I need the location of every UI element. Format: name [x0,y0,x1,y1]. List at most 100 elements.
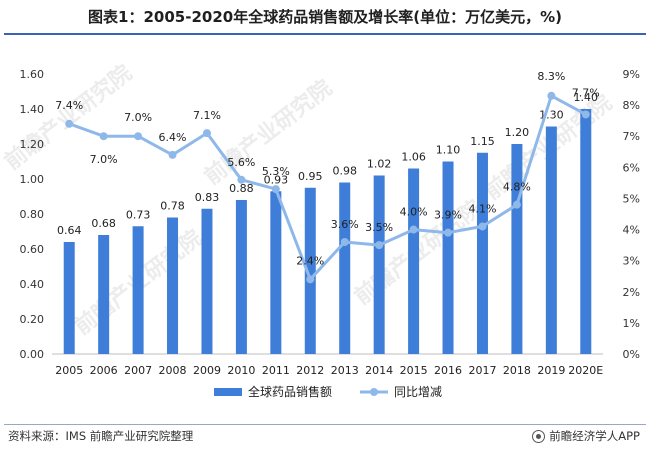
legend-label-line: 同比增减 [394,385,442,399]
bar [580,109,592,354]
x-axis-tick-label: 2017 [468,364,496,377]
x-axis-tick-label: 2014 [365,364,393,377]
growth-point [340,238,349,246]
bar [545,126,557,354]
growth-data-label: 7.4% [55,99,83,112]
growth-point [375,241,384,250]
growth-data-label: 4.8% [503,181,531,194]
bar-data-label: 1.15 [470,135,495,148]
growth-point [237,175,246,184]
x-axis-ticks: 2005 2006 2007 2008 2009 2010 2011 2012 2013 2014… [55,364,603,377]
growth-data-label: 3.9% [434,209,462,222]
bar-data-label: 1.06 [401,151,426,164]
right-axis-tick-label: 4% [623,224,640,237]
left-axis-tick-label: 0.20 [20,313,45,326]
bar-series [63,109,592,354]
bar-data-label: 0.64 [57,224,82,237]
right-axis-tick-label: 2% [623,286,640,299]
right-axis-tick-label: 8% [623,99,640,112]
growth-point [478,222,487,231]
right-axis-tick-label: 9% [623,68,640,81]
bar-data-label: 0.98 [332,165,357,178]
right-axis-tick-label: 6% [623,161,640,174]
title-divider [4,33,646,35]
growth-point [306,275,315,284]
growth-data-label: 3.5% [365,221,393,234]
sales-growth-chart: 0.00 0.20 0.40 0.60 0.80 1.00 1.20 1.40 1.60 0% 1… [20,68,641,399]
growth-point [65,119,74,128]
growth-data-label: 4.1% [468,202,496,215]
bar-data-label: 0.78 [160,200,185,213]
bar-data-labels: 0.64 0.68 0.73 0.78 0.83 0.88 0.93 0.95 0.98 1.02… [57,91,598,237]
left-axis-tick-label: 0.00 [20,348,45,361]
bar-data-label: 1.20 [505,126,530,139]
growth-points [65,91,590,284]
brand-logo-icon [532,429,546,443]
left-axis-tick-label: 1.40 [20,103,45,116]
growth-point [547,91,556,100]
right-axis-ticks: 0% 1% 2% 3% 4% 5% 6% 7% 8% 9% [623,68,640,361]
chart-title: 图表1：2005-2020年全球药品销售额及增长率(单位：万亿美元，%) [88,8,562,26]
brand-credit: 前瞻经济学人APP [532,428,640,444]
left-axis-tick-label: 0.40 [20,278,45,291]
bar [132,226,144,354]
x-axis-tick-label: 2018 [503,364,531,377]
left-axis-tick-label: 1.00 [20,173,45,186]
legend-swatch-point [370,388,378,396]
growth-data-labels: 7.4% 7.0% 7.0% 6.4% 7.1% 5.6% 5.3% 2.4% 3.6% 3.5%… [55,70,600,268]
growth-point [271,185,280,194]
x-axis-tick-label: 2006 [90,364,118,377]
growth-data-label: 4.0% [400,206,428,219]
growth-data-label: 7.0% [90,153,118,166]
growth-point [168,150,177,159]
bar-data-label: 1.40 [574,91,599,104]
bar [408,168,420,354]
x-axis-tick-label: 2011 [262,364,290,377]
bar [373,175,385,354]
growth-point [581,110,590,119]
growth-data-label: 8.3% [537,70,565,83]
growth-data-label: 7.0% [124,111,152,124]
x-axis-tick-label: 2007 [124,364,152,377]
growth-line [68,94,587,281]
x-axis-tick-label: 2010 [227,364,255,377]
bar [476,152,488,354]
growth-point [99,132,108,141]
footer-divider [4,424,646,425]
bar-data-label: 1.02 [367,158,392,171]
bar [270,191,282,354]
x-axis-tick-label: 2016 [434,364,462,377]
bar-data-label: 0.68 [91,217,116,230]
bar-data-label: 0.88 [229,182,254,195]
bar [98,235,110,354]
growth-data-label: 5.6% [227,156,255,169]
x-axis-tick-label: 2005 [55,364,83,377]
bar [167,217,179,354]
legend-swatch-bar [214,388,242,396]
growth-data-label: 7.7% [572,86,600,99]
x-axis-tick-label: 2020E [568,364,603,377]
x-axis-tick-label: 2012 [296,364,324,377]
growth-data-label: 3.6% [331,218,359,231]
bar-data-label: 1.10 [436,144,461,157]
bar [63,242,75,354]
growth-data-label: 6.4% [159,131,187,144]
x-axis-tick-label: 2013 [331,364,359,377]
growth-point [202,129,211,138]
brand-name: 前瞻经济学人APP [549,429,640,443]
growth-point [444,228,453,237]
x-axis-tick-label: 2009 [193,364,221,377]
source-note: 资料来源：IMS 前瞻产业研究院整理 [8,429,194,443]
bar [442,161,454,354]
left-axis-ticks: 0.00 0.20 0.40 0.60 0.80 1.00 1.20 1.40 1.60 [20,68,45,361]
right-axis-tick-label: 7% [623,130,640,143]
bar [339,182,351,354]
left-axis-tick-label: 1.60 [20,68,45,81]
bar-data-label: 0.93 [264,173,289,186]
growth-point [134,132,143,141]
bar [235,200,247,354]
right-axis-tick-label: 5% [623,192,640,205]
x-axis-tick-label: 2008 [159,364,187,377]
bar [304,187,316,354]
bar [511,144,523,354]
